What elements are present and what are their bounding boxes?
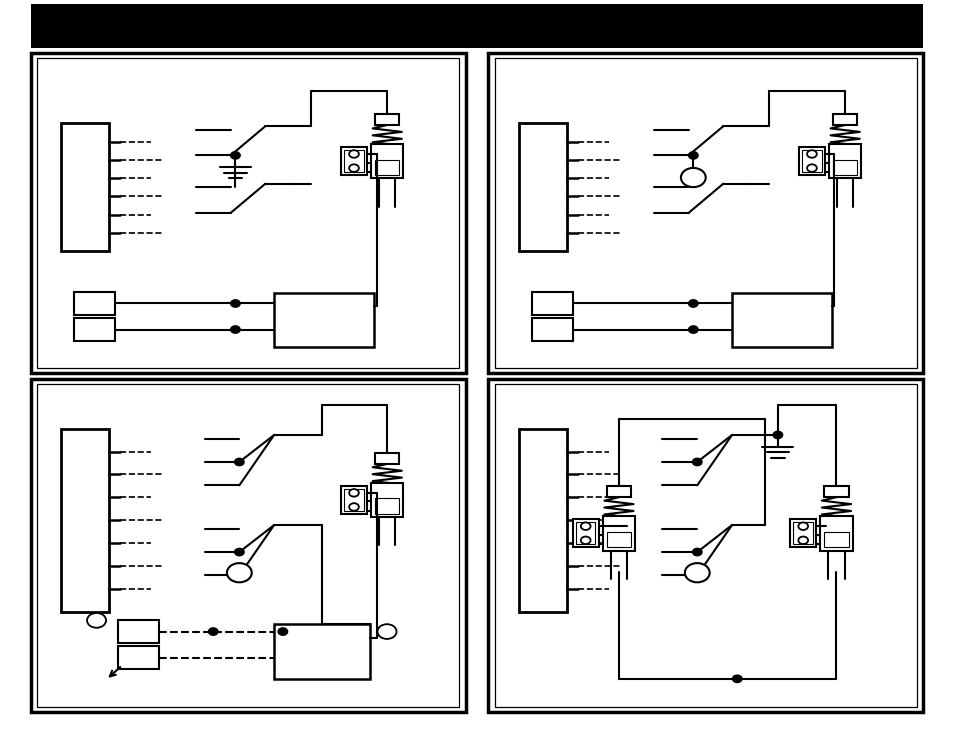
Bar	[518, 123, 566, 251]
Bar	[117, 646, 159, 669]
Circle shape	[580, 523, 590, 530]
Bar	[61, 429, 109, 612]
Bar	[37, 58, 458, 368]
Bar	[731, 293, 831, 347]
Circle shape	[806, 165, 816, 172]
Bar	[488, 379, 923, 712]
Bar	[801, 150, 821, 172]
Bar	[117, 621, 159, 643]
Bar	[274, 293, 374, 347]
Circle shape	[277, 628, 287, 635]
Circle shape	[732, 675, 741, 683]
Circle shape	[688, 326, 698, 334]
Bar	[30, 4, 923, 48]
Bar	[61, 123, 109, 251]
Bar	[344, 150, 363, 172]
Bar	[532, 292, 573, 314]
Bar	[518, 429, 566, 612]
Circle shape	[349, 151, 358, 158]
Bar	[488, 53, 923, 373]
Circle shape	[227, 563, 252, 582]
Bar	[495, 58, 916, 368]
Circle shape	[349, 165, 358, 172]
Circle shape	[688, 152, 698, 159]
Bar	[832, 159, 857, 175]
Bar	[532, 318, 573, 341]
Circle shape	[580, 537, 590, 544]
Circle shape	[684, 563, 709, 582]
Circle shape	[231, 152, 240, 159]
Bar	[606, 486, 631, 497]
Bar	[495, 384, 916, 707]
Bar	[606, 532, 631, 548]
Circle shape	[798, 523, 807, 530]
Circle shape	[688, 300, 698, 307]
Text: +: +	[235, 568, 243, 578]
Circle shape	[234, 458, 244, 466]
Bar	[832, 114, 857, 125]
Bar	[375, 159, 399, 175]
Bar	[74, 292, 115, 314]
Circle shape	[680, 168, 705, 187]
Bar	[798, 147, 824, 175]
Bar	[375, 114, 399, 125]
Bar	[572, 519, 598, 548]
Bar	[340, 147, 367, 175]
Circle shape	[231, 326, 240, 334]
Bar	[375, 452, 399, 464]
Bar	[823, 532, 848, 548]
Bar	[828, 144, 861, 179]
Bar	[371, 483, 403, 517]
Circle shape	[798, 537, 807, 544]
Bar	[30, 53, 465, 373]
Circle shape	[87, 613, 106, 628]
Circle shape	[349, 503, 358, 511]
Circle shape	[377, 624, 396, 639]
Bar	[793, 523, 812, 544]
Bar	[823, 486, 848, 497]
Bar	[375, 498, 399, 514]
Bar	[602, 516, 635, 551]
Circle shape	[209, 628, 218, 635]
Bar	[371, 144, 403, 179]
Circle shape	[692, 548, 701, 556]
Bar	[789, 519, 816, 548]
Circle shape	[234, 548, 244, 556]
Bar	[74, 318, 115, 341]
Bar	[344, 489, 363, 511]
Bar	[820, 516, 852, 551]
Circle shape	[806, 151, 816, 158]
Bar	[37, 384, 458, 707]
Bar	[30, 379, 465, 712]
Bar	[340, 486, 367, 514]
Bar	[576, 523, 595, 544]
Circle shape	[772, 431, 781, 438]
Circle shape	[692, 458, 701, 466]
Bar	[274, 624, 370, 679]
Circle shape	[349, 489, 358, 497]
Circle shape	[231, 300, 240, 307]
